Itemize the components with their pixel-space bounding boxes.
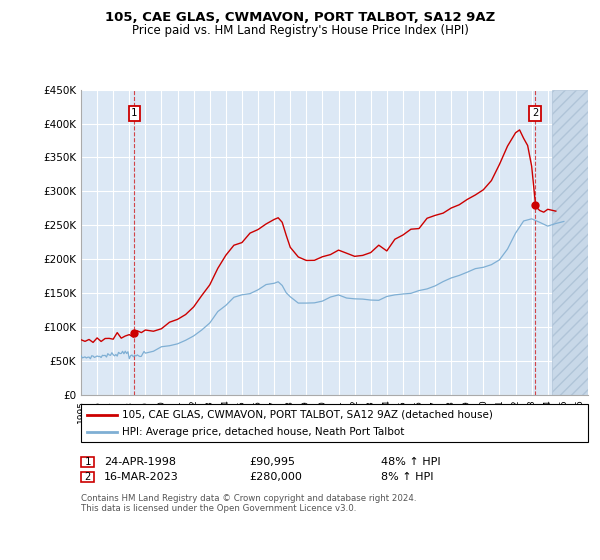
Text: 16-MAR-2023: 16-MAR-2023 [104, 472, 179, 482]
Text: 105, CAE GLAS, CWMAVON, PORT TALBOT, SA12 9AZ: 105, CAE GLAS, CWMAVON, PORT TALBOT, SA1… [105, 11, 495, 24]
Text: Price paid vs. HM Land Registry's House Price Index (HPI): Price paid vs. HM Land Registry's House … [131, 24, 469, 36]
Text: £90,995: £90,995 [249, 457, 295, 467]
Text: 1: 1 [131, 108, 137, 118]
Text: 2: 2 [532, 108, 538, 118]
Text: Contains HM Land Registry data © Crown copyright and database right 2024.
This d: Contains HM Land Registry data © Crown c… [81, 494, 416, 514]
Text: 24-APR-1998: 24-APR-1998 [104, 457, 176, 467]
Text: HPI: Average price, detached house, Neath Port Talbot: HPI: Average price, detached house, Neat… [122, 427, 404, 437]
Text: £280,000: £280,000 [249, 472, 302, 482]
Text: 105, CAE GLAS, CWMAVON, PORT TALBOT, SA12 9AZ (detached house): 105, CAE GLAS, CWMAVON, PORT TALBOT, SA1… [122, 410, 493, 420]
Text: 8% ↑ HPI: 8% ↑ HPI [381, 472, 433, 482]
Text: 2: 2 [85, 472, 91, 482]
Text: 48% ↑ HPI: 48% ↑ HPI [381, 457, 440, 467]
Text: 1: 1 [85, 457, 91, 467]
Bar [552, 90, 588, 395]
